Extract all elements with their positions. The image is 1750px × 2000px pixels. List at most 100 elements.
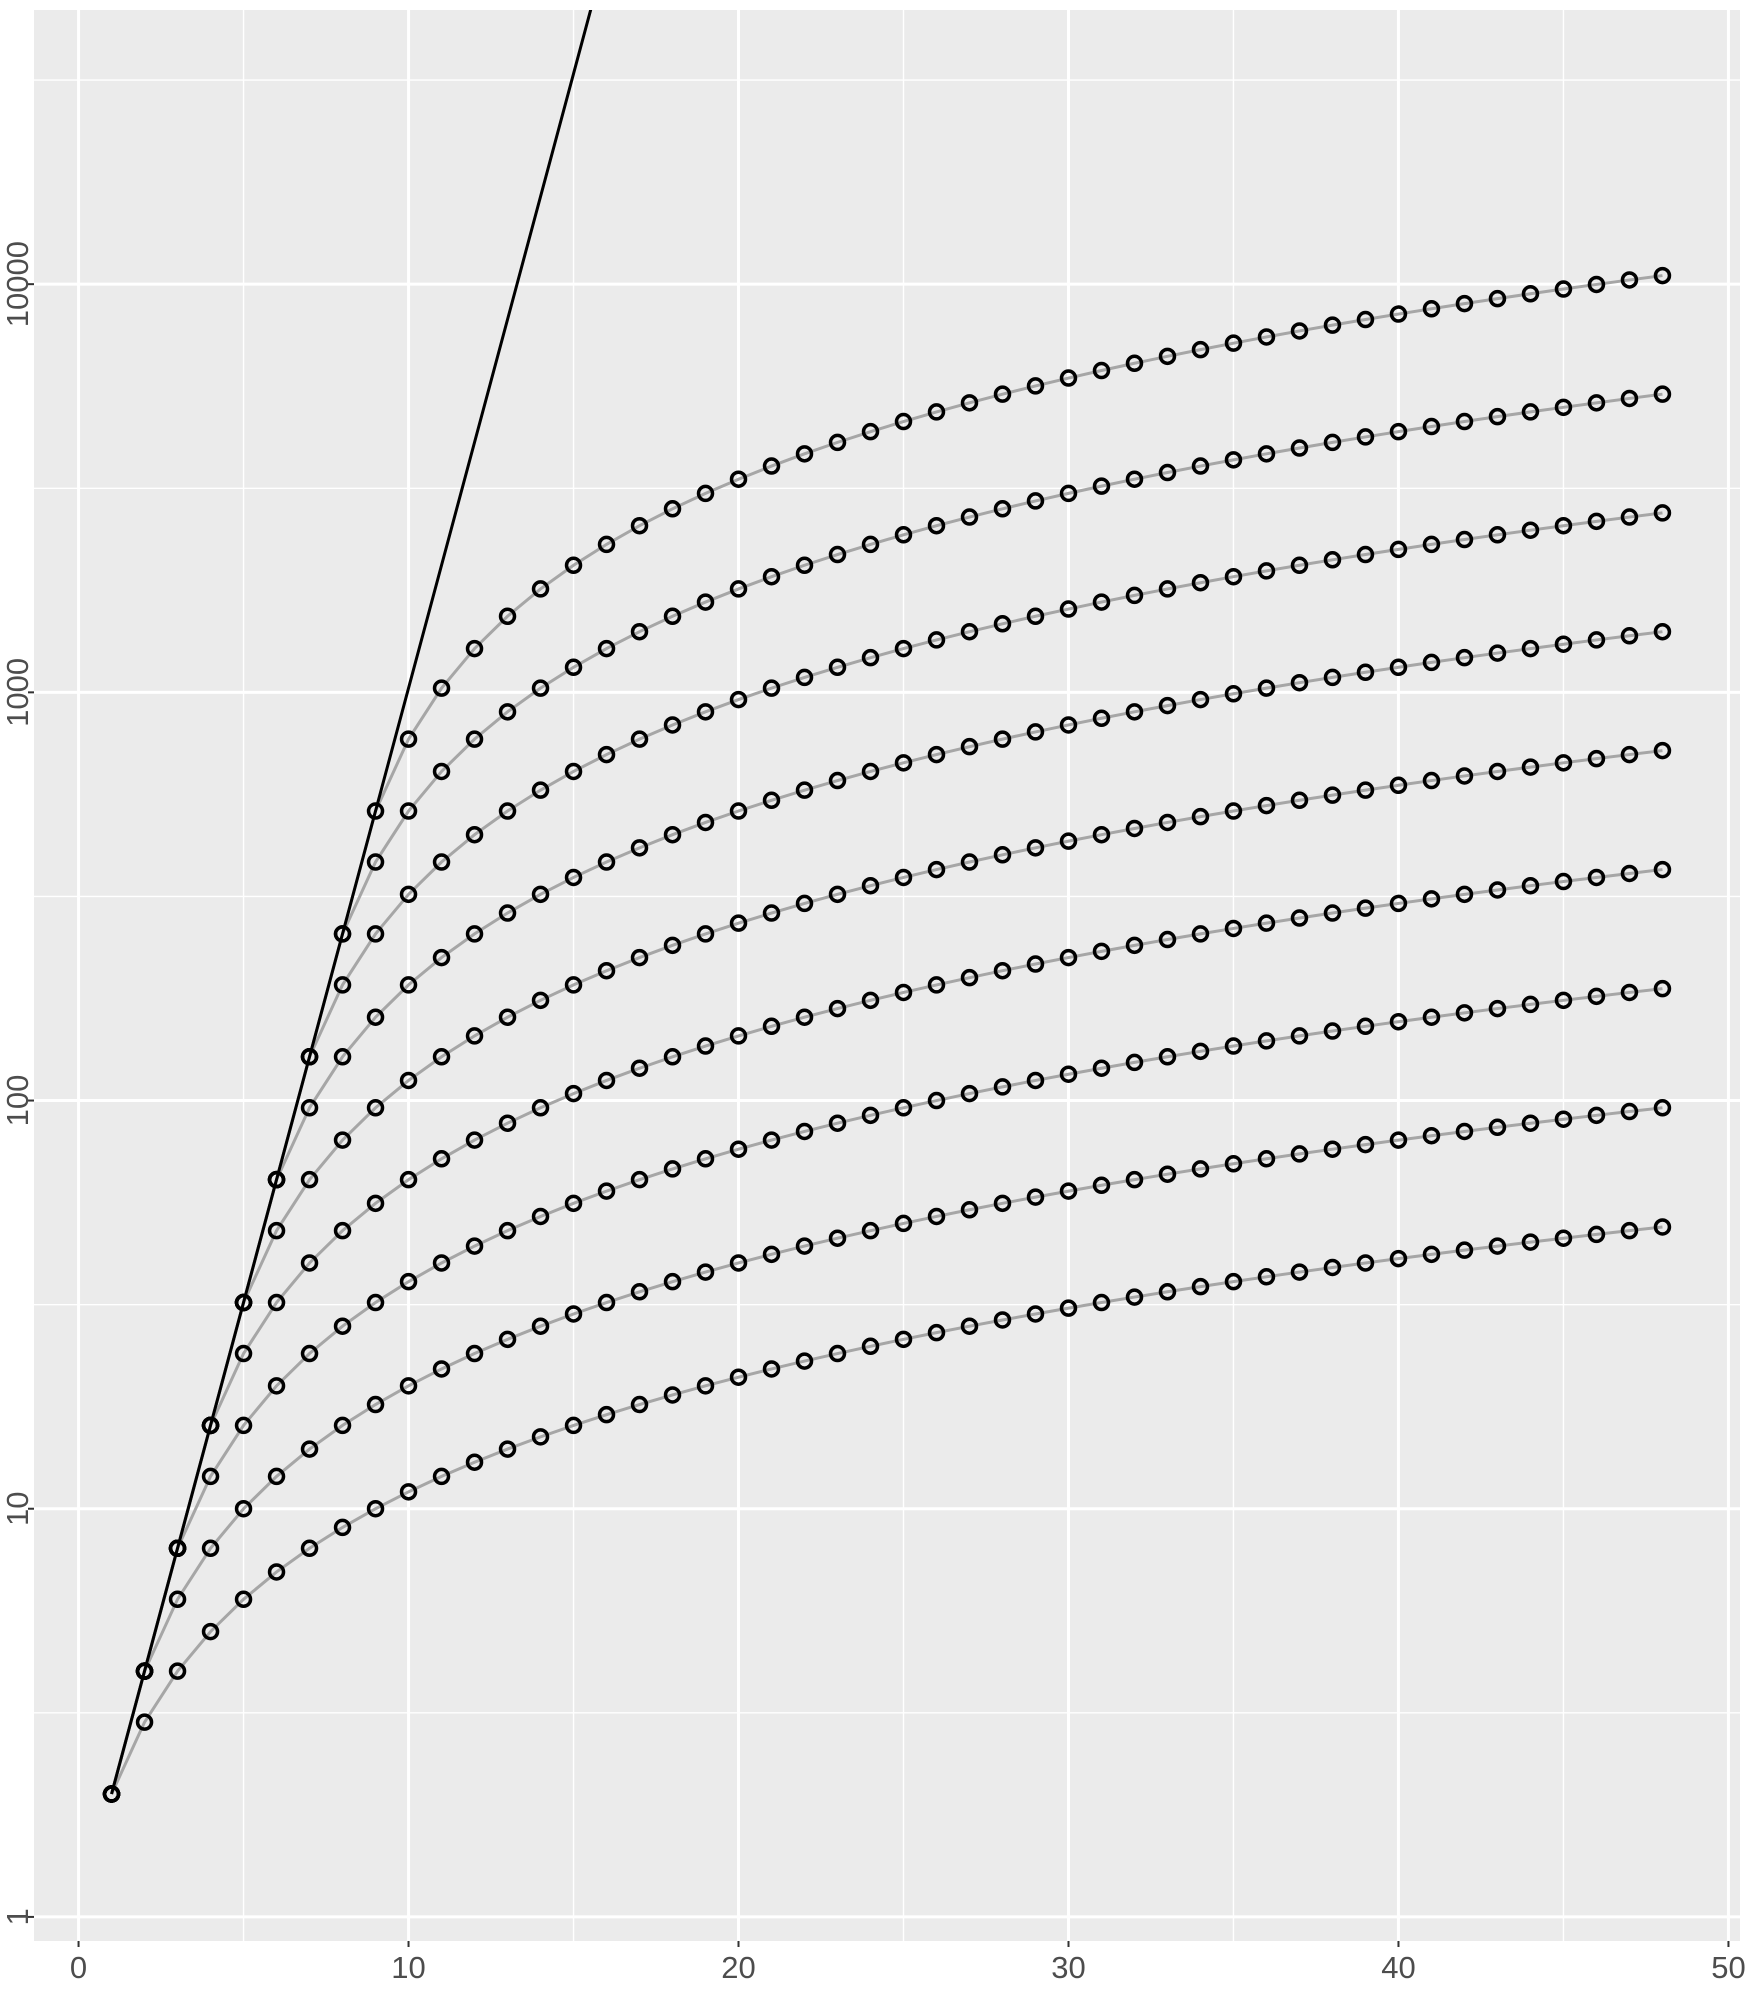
point (1191, 1160, 1210, 1178)
point (300, 1440, 319, 1458)
point (927, 976, 946, 994)
point (630, 1395, 649, 1414)
point (696, 1037, 715, 1055)
point (1488, 1237, 1507, 1255)
point (1455, 294, 1474, 313)
point (960, 1084, 979, 1103)
point (399, 1170, 418, 1189)
point (861, 648, 880, 667)
point (828, 1229, 847, 1247)
point (1059, 1182, 1078, 1200)
point (465, 1131, 484, 1149)
point (630, 839, 649, 857)
point (1587, 1225, 1606, 1244)
point (1554, 1110, 1573, 1128)
point (1158, 696, 1177, 715)
y-tick-label: 1000 (0, 658, 35, 727)
point (927, 403, 946, 421)
point (1455, 412, 1474, 431)
point (465, 730, 484, 748)
point (597, 535, 616, 554)
point (927, 745, 946, 764)
point (894, 526, 913, 544)
point (1521, 1114, 1540, 1132)
point (333, 1048, 352, 1066)
point (1125, 1288, 1144, 1306)
point (234, 1293, 253, 1312)
point (696, 593, 715, 611)
point (531, 885, 550, 904)
point (1521, 1233, 1540, 1251)
point (663, 1160, 682, 1178)
point (366, 1099, 385, 1117)
point (729, 1027, 748, 1045)
point (432, 853, 451, 871)
point (1323, 786, 1342, 804)
point (927, 860, 946, 879)
point (762, 1131, 781, 1149)
point (663, 1272, 682, 1291)
point (762, 567, 781, 586)
point (102, 1785, 121, 1803)
point (1191, 925, 1210, 943)
point (498, 607, 517, 626)
point (1422, 300, 1441, 318)
point (1191, 690, 1210, 709)
point (1059, 600, 1078, 618)
point (993, 846, 1012, 864)
point (1422, 1245, 1441, 1264)
axes: 1 10 100 1000 10000 0 10 20 30 40 50 (0, 241, 1746, 1985)
point (267, 1293, 286, 1312)
point (1488, 644, 1507, 662)
point (135, 1713, 154, 1731)
point (1521, 639, 1540, 658)
point (1290, 791, 1309, 810)
point (267, 1170, 286, 1189)
point (762, 1017, 781, 1036)
point (828, 658, 847, 677)
point (1323, 551, 1342, 569)
point (366, 802, 385, 820)
point (663, 936, 682, 955)
point (1026, 607, 1045, 626)
point (564, 1084, 583, 1103)
point (1554, 635, 1573, 653)
point (729, 1368, 748, 1386)
point (597, 961, 616, 980)
point (960, 853, 979, 871)
point (564, 1305, 583, 1323)
point (267, 1563, 286, 1581)
point (1290, 322, 1309, 340)
point (795, 781, 814, 799)
point (795, 445, 814, 463)
point (1587, 275, 1606, 294)
point (1257, 1268, 1276, 1286)
point (1125, 819, 1144, 838)
point (1323, 433, 1342, 452)
point (1092, 477, 1111, 495)
point (696, 484, 715, 503)
point (1191, 573, 1210, 592)
point (762, 1245, 781, 1264)
point (135, 1662, 154, 1680)
point (729, 690, 748, 709)
point (1521, 521, 1540, 539)
point (1026, 492, 1045, 510)
point (795, 1237, 814, 1255)
point (366, 853, 385, 871)
point (729, 580, 748, 598)
point (300, 1170, 319, 1189)
point (1257, 914, 1276, 932)
point (1092, 1176, 1111, 1195)
point (168, 1662, 187, 1680)
point (531, 580, 550, 598)
point (1356, 663, 1375, 682)
point (465, 1344, 484, 1363)
point (630, 1170, 649, 1189)
point (696, 703, 715, 721)
point (1389, 540, 1408, 559)
x-tick-label: 30 (1051, 1950, 1085, 1985)
point (1488, 762, 1507, 781)
point (300, 1254, 319, 1272)
point (1059, 484, 1078, 503)
